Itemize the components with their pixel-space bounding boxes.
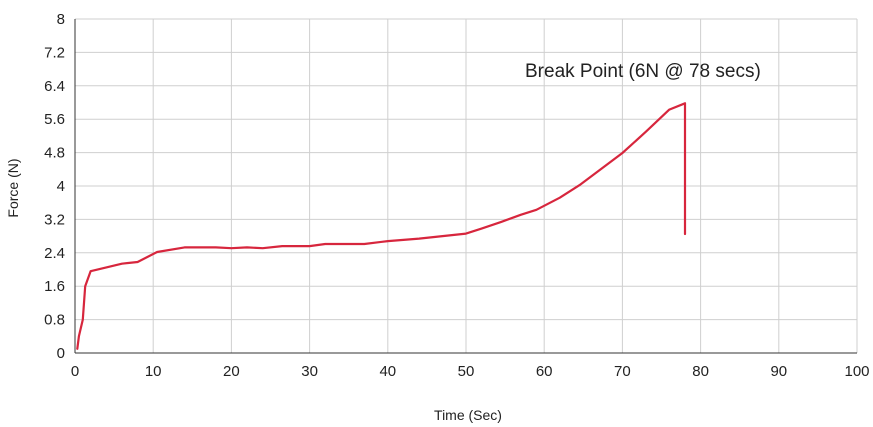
y-tick-label: 1.6	[44, 278, 65, 295]
y-tick-label: 4	[57, 178, 65, 195]
y-tick-label: 0.8	[44, 312, 65, 329]
y-tick-label: 2.4	[44, 245, 65, 262]
y-axis-title: Force (N)	[5, 158, 21, 217]
x-tick-label: 60	[536, 363, 553, 380]
x-tick-label: 80	[692, 363, 709, 380]
grid	[74, 18, 858, 354]
x-tick-label: 70	[614, 363, 631, 380]
break-point-annotation: Break Point (6N @ 78 secs)	[525, 61, 761, 82]
y-tick-label: 5.6	[44, 111, 65, 128]
x-tick-label: 20	[223, 363, 240, 380]
x-tick-label: 90	[770, 363, 787, 380]
x-tick-label: 40	[379, 363, 396, 380]
tick-labels: 0 10 20 30 40 50 60 70 80 90 100 0 0.8 1.6 2.4 3.2 4 4.8 5…	[44, 11, 869, 380]
y-tick-label: 4.8	[44, 145, 65, 162]
x-tick-label: 30	[301, 363, 318, 380]
y-tick-label: 0	[57, 345, 65, 362]
y-tick-label: 8	[57, 11, 65, 28]
x-tick-label: 0	[71, 363, 79, 380]
x-axis-title: Time (Sec)	[434, 407, 502, 423]
y-tick-label: 7.2	[44, 44, 65, 61]
x-tick-label: 50	[458, 363, 475, 380]
force-series-line	[76, 102, 687, 350]
y-tick-label: 6.4	[44, 78, 65, 95]
x-tick-label: 10	[145, 363, 162, 380]
series-layer	[76, 102, 687, 350]
y-tick-label: 3.2	[44, 211, 65, 228]
x-tick-label: 100	[844, 363, 869, 380]
